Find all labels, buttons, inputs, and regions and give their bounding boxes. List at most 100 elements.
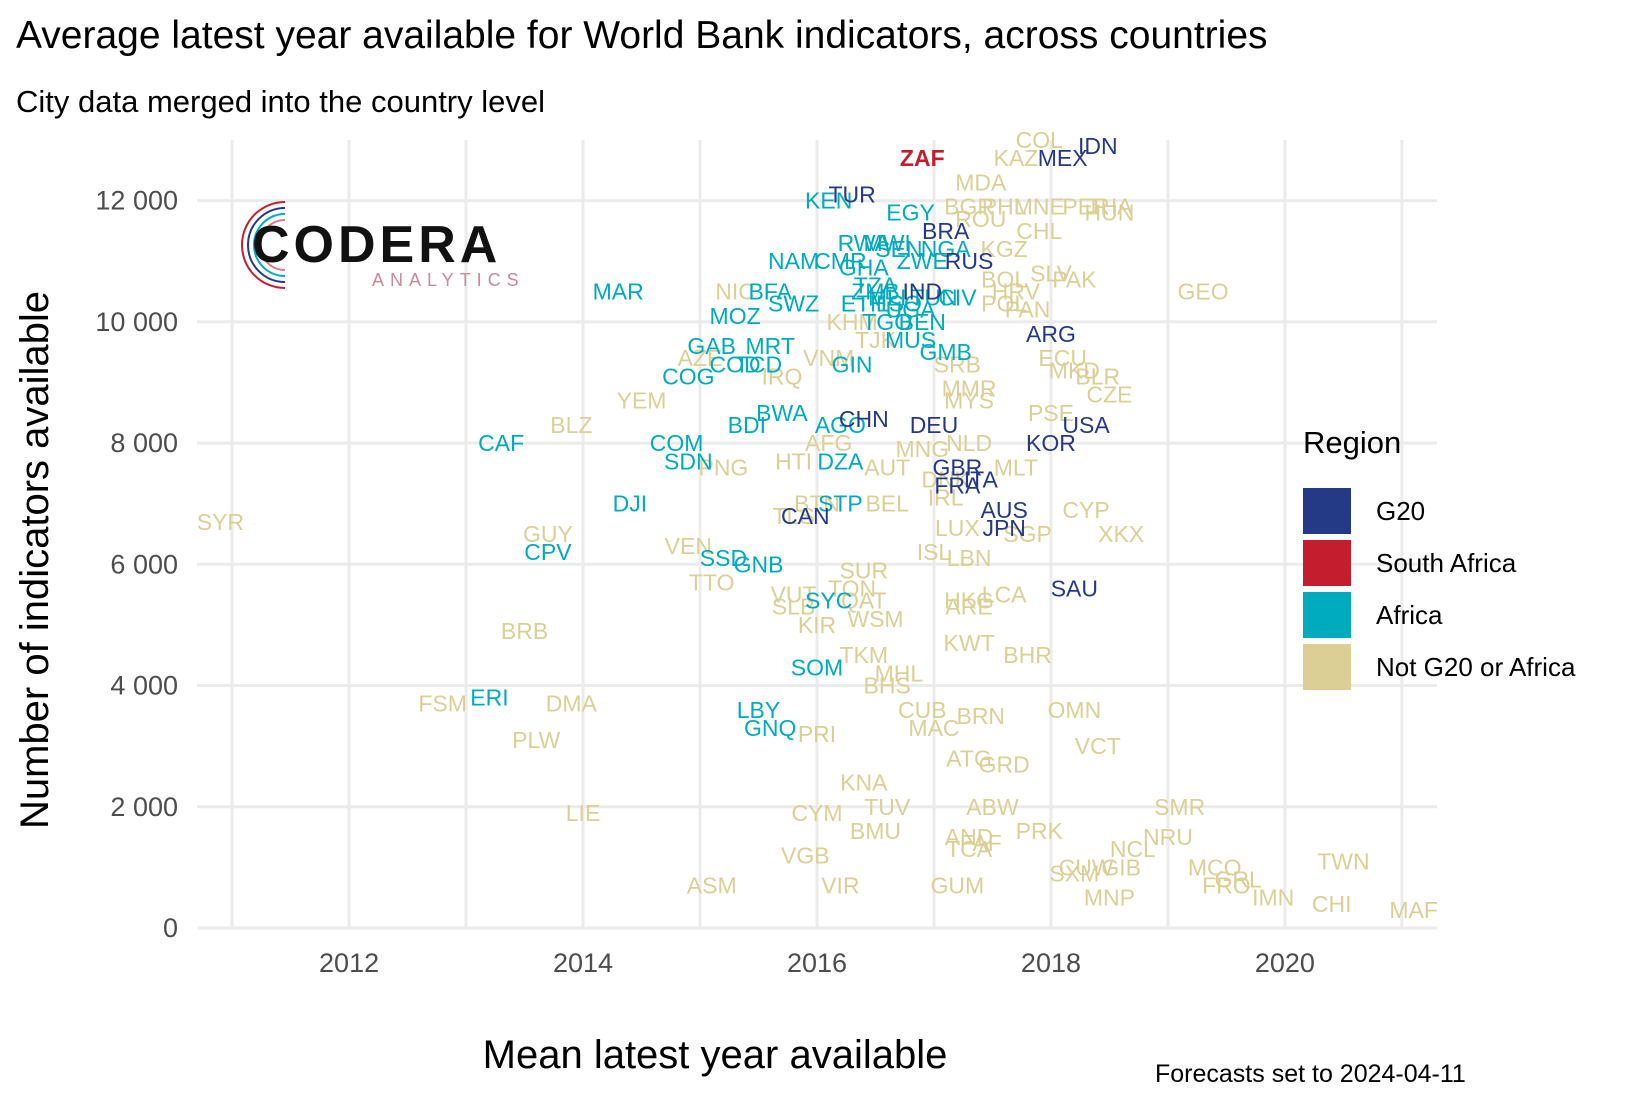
point-label-cod: COD [710,351,761,377]
point-label-hti: HTI [775,448,812,474]
y-tick-label: 4 000 [110,671,178,701]
point-label-twn: TWN [1317,848,1369,874]
y-tick-label: 0 [163,913,178,943]
point-label-som: SOM [791,654,843,680]
point-label-cpv: CPV [524,539,572,565]
point-label-aut: AUT [864,454,910,480]
legend-label: Africa [1376,599,1443,630]
point-label-are: ARE [945,594,992,620]
point-label-eth: ETH [841,291,887,317]
legend: Region G20 South Africa Africa Not G20 o… [1303,425,1575,693]
x-tick-label: 2016 [787,948,847,978]
point-label-png: PNG [698,454,748,480]
point-label-zmb: ZMB [851,279,900,305]
point-label-xkx: XKX [1098,521,1144,547]
point-label-zwe: ZWE [897,248,948,274]
point-label-btn: BTN [794,491,840,517]
legend-key-not-g20-or-africa [1303,644,1351,690]
legend-item-not-g20-or-africa: Not G20 or Africa [1303,641,1575,693]
point-label-faf: FAF [960,830,1002,856]
legend-item-south-africa: South Africa [1303,537,1575,589]
y-tick-label: 2 000 [110,792,178,822]
point-label-prk: PRK [1016,818,1064,844]
point-label-guy: GUY [523,521,573,547]
point-label-tun: TUN [910,285,957,311]
point-label-grl: GRL [1214,867,1262,893]
codera-logo-mark: CODERA ANALYTICS [241,201,519,290]
point-label-kgz: KGZ [981,236,1028,262]
x-tick-label: 2018 [1021,948,1081,978]
point-label-lie: LIE [566,800,601,826]
point-label-slb: SLB [772,594,815,620]
point-label-stp: STP [818,491,863,517]
point-label-hrv: HRV [992,279,1041,305]
legend-label: South Africa [1376,547,1517,578]
point-label-bra: BRA [922,218,970,244]
point-label-omn: OMN [1048,697,1102,723]
point-label-ton: TON [828,576,876,602]
point-label-tuv: TUV [864,794,911,820]
point-label-cyp: CYP [1062,497,1109,523]
point-label-slv: SLV [1030,260,1072,286]
point-label-cog: COG [662,363,714,389]
point-label-yem: YEM [617,388,667,414]
point-label-vut: VUT [771,582,817,608]
point-label-uga: UGA [886,297,937,323]
point-label-dza: DZA [817,448,864,474]
point-label-nga: NGA [921,236,972,262]
point-label-bgr: BGR [944,194,994,220]
legend-item-g20: G20 [1303,485,1575,537]
point-label-hkg: HKG [944,588,994,614]
point-label-cze: CZE [1086,382,1132,408]
y-tick-label: 6 000 [110,549,178,579]
point-label-jpn: JPN [982,515,1025,541]
point-label-mmr: MMR [942,376,997,402]
point-label-vir: VIR [821,873,859,899]
point-label-egy: EGY [886,200,935,226]
point-label-vnm: VNM [803,345,854,371]
point-label-nam: NAM [768,248,819,274]
point-label-col: COL [1016,127,1064,153]
point-label-syc: SYC [805,588,852,614]
point-label-bhs: BHS [864,673,911,699]
chart-caption: Forecasts set to 2024-04-11 [1155,1060,1466,1088]
point-label-ita: ITA [964,466,999,492]
codera-logo: CODERA ANALYTICS [230,190,550,300]
point-label-deu: DEU [910,412,959,438]
point-label-tha: THA [1086,194,1133,220]
point-label-brn: BRN [956,703,1005,729]
point-label-nru: NRU [1143,824,1193,850]
point-label-vct: VCT [1075,733,1121,759]
point-label-mac: MAC [908,715,959,741]
point-label-tur: TUR [828,182,875,208]
chart-title: Average latest year available for World … [16,14,1268,57]
point-label-vgb: VGB [781,842,830,868]
point-label-kir: KIR [798,612,836,638]
point-label-bdi: BDI [728,412,766,438]
point-label-bol: BOL [981,266,1027,292]
point-label-mda: MDA [955,169,1007,195]
point-label-ben: BEN [899,309,946,335]
gridlines [197,140,1437,930]
point-label-ken: KEN [805,188,852,214]
point-label-gum: GUM [931,873,985,899]
point-label-bwa: BWA [756,400,808,426]
point-label-ven: VEN [665,533,712,559]
point-label-qat: QAT [841,588,887,614]
point-label-idn: IDN [1078,133,1118,159]
point-label-pak: PAK [1052,266,1097,292]
point-label-tkm: TKM [840,642,889,668]
point-label-zaf: ZAF [900,145,945,171]
y-tick-label: 8 000 [110,428,178,458]
point-label-aus: AUS [981,497,1028,523]
point-label-mwi: MWI [864,230,911,256]
point-label-chn: CHN [839,406,889,432]
point-label-kna: KNA [840,770,888,796]
point-label-tjk: TJK [855,327,897,353]
point-label-mlt: MLT [994,454,1038,480]
point-label-nic: NIC [715,279,755,305]
point-label-chi: CHI [1312,891,1352,917]
point-label-lbn: LBN [947,545,992,571]
point-label-sen: SEN [875,236,922,262]
